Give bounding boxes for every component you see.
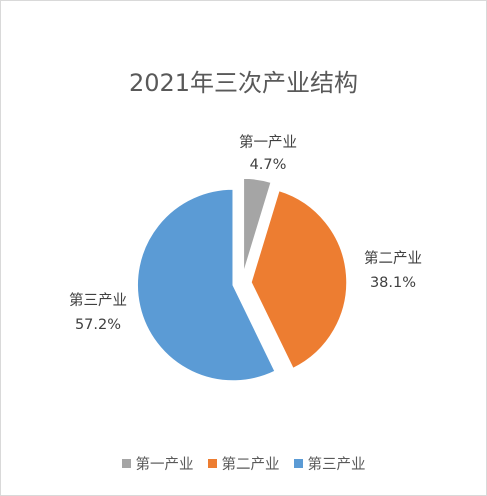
value-label-1: 38.1% xyxy=(370,275,416,291)
legend-item-tertiary: 第三产业 xyxy=(293,453,366,474)
value-label-2: 57.2% xyxy=(75,317,121,333)
legend-swatch-tertiary xyxy=(293,459,303,468)
chart-title: 2021年三次产业结构 xyxy=(128,69,359,97)
data-labels: 第一产业 4.7% 第二产业 38.1% 第三产业 57.2% xyxy=(69,133,422,333)
legend-label-tertiary: 第三产业 xyxy=(307,457,366,473)
category-label-2: 第三产业 xyxy=(69,291,127,309)
pie-slice-tertiary xyxy=(136,188,277,382)
legend-swatch-secondary xyxy=(207,459,217,468)
legend-item-secondary: 第二产业 xyxy=(207,453,280,474)
pie-slice-secondary xyxy=(250,189,348,370)
legend: 第一产业 第二产业 第三产业 xyxy=(1,453,486,474)
legend-label-primary: 第一产业 xyxy=(135,457,194,473)
legend-swatch-primary xyxy=(121,459,131,468)
value-label-0: 4.7% xyxy=(250,157,287,173)
category-label-1: 第二产业 xyxy=(364,249,422,267)
category-label-0: 第一产业 xyxy=(239,133,297,151)
legend-label-secondary: 第二产业 xyxy=(221,457,280,473)
pie-slices xyxy=(136,177,348,382)
legend-item-primary: 第一产业 xyxy=(121,453,194,474)
pie-slice-primary xyxy=(242,177,273,275)
